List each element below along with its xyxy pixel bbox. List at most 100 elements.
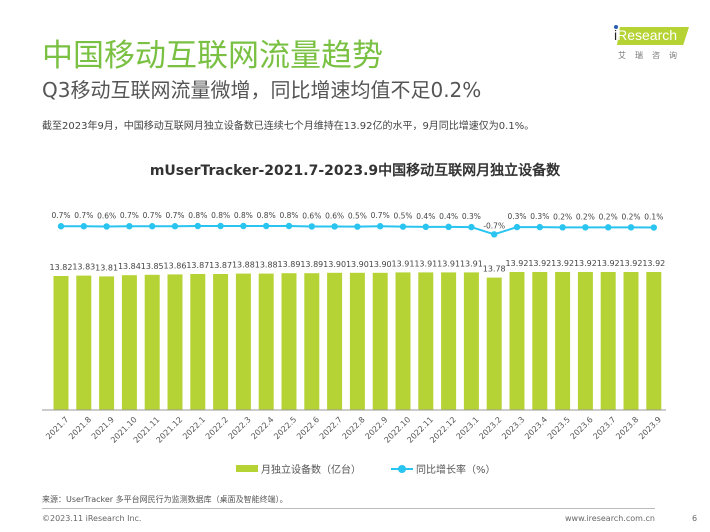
bar-2023.8 [623, 272, 639, 410]
bar-label-2022.11: 13.91 [414, 259, 437, 268]
line-label-2023.7: 0.2% [599, 212, 618, 221]
bar-2022.5 [281, 273, 297, 410]
page-title: 中国移动互联网流量趋势 [42, 38, 383, 74]
bar-label-2021.7: 13.82 [50, 263, 73, 272]
bar-2022.2 [213, 274, 229, 410]
x-tick-2023.6: 2023.6 [569, 415, 595, 441]
bar-label-2023.8: 13.92 [620, 259, 643, 268]
x-tick-2022.5: 2022.5 [272, 415, 298, 441]
line-point-2022.7 [331, 223, 338, 230]
x-tick-2023.2: 2023.2 [477, 415, 503, 441]
bar-2023.3 [509, 272, 525, 410]
line-label-2021.12: 0.7% [165, 211, 184, 220]
x-tick-2023.4: 2023.4 [523, 415, 549, 441]
bar-2022.7 [327, 272, 343, 410]
line-point-2022.11 [422, 223, 429, 231]
line-label-2023.5: 0.2% [553, 212, 572, 221]
line-labels: 0.7% 0.7% 0.6% 0.7% 0.7% 0.7% 0.8% 0.8% 0.8% 0.8%… [51, 211, 663, 230]
line-label-2022.8: 0.5% [348, 212, 367, 221]
bar-2021.8 [76, 275, 92, 410]
bar-2021.9 [99, 276, 115, 410]
bar-label-2022.8: 13.90 [346, 260, 369, 269]
x-tick-2023.5: 2023.5 [546, 415, 572, 441]
bar-label-2023.2: 13.78 [483, 265, 506, 274]
line-point-2021.12 [171, 223, 179, 230]
line-point-2021.8 [80, 223, 88, 230]
legend: 月独立设备数（亿台） 同比增长率（%） [236, 461, 496, 476]
bar-series [53, 272, 662, 410]
bar-label-2022.6: 13.89 [300, 260, 323, 269]
bar-2022.4 [258, 273, 274, 410]
bar-labels: 13.82 13.83 13.81 13.84 13.85 13.86 13.87 13.87… [50, 259, 666, 274]
bar-label-2023.7: 13.92 [597, 259, 620, 268]
bar-2023.4 [532, 272, 548, 410]
logo-dot-icon [614, 25, 618, 29]
bar-2023.2 [486, 277, 502, 410]
line-label-2022.2: 0.8% [211, 211, 230, 220]
bar-2022.12 [441, 272, 457, 410]
logo-research: Research [617, 27, 678, 43]
source-note: 来源：UserTracker 多平台网民行为监测数据库（桌面及智能终端）。 [42, 495, 288, 504]
line-point-2023.3 [513, 223, 521, 231]
bar-label-2022.4: 13.88 [255, 261, 278, 270]
bar-2023.7 [600, 272, 616, 410]
bar-label-2022.3: 13.88 [232, 261, 255, 270]
bar-2021.7 [53, 276, 69, 410]
bar-label-2021.11: 13.85 [141, 262, 164, 271]
line-point-2023.2 [491, 231, 498, 238]
bar-2023.6 [577, 272, 593, 410]
bar-2022.8 [349, 272, 365, 410]
line-label-2023.1: 0.3% [462, 212, 481, 221]
x-tick-2023.8: 2023.8 [614, 415, 640, 441]
line-point-2023.9 [650, 224, 657, 231]
x-tick-2022.4: 2022.4 [249, 415, 275, 441]
line-point-2023.8 [627, 224, 635, 231]
line-label-2022.10: 0.5% [393, 212, 412, 221]
line-label-2023.9: 0.1% [644, 213, 663, 222]
bar-label-2023.9: 13.92 [642, 259, 665, 268]
bar-2023.1 [463, 272, 479, 410]
x-tick-2022.2: 2022.2 [204, 415, 230, 441]
logo-i: i [614, 27, 618, 43]
chart-title: mUserTracker-2021.7-2023.9中国移动互联网月独立设备数 [149, 163, 561, 179]
x-tick-2023.3: 2023.3 [500, 415, 526, 441]
line-label-2023.6: 0.2% [576, 212, 595, 221]
line-point-2021.10 [126, 223, 133, 230]
line-label-2023.2: -0.7% [483, 221, 505, 230]
line-point-2022.2 [217, 222, 224, 230]
website-link[interactable]: www.iresearch.com.cn [565, 514, 655, 523]
line-label-2023.4: 0.3% [530, 212, 549, 221]
bar-label-2022.12: 13.91 [437, 259, 460, 268]
legend-item-line: 同比增长率（%） [391, 461, 496, 476]
line-point-2022.10 [399, 223, 407, 230]
line-point-2022.6 [308, 223, 315, 230]
line-label-2022.9: 0.7% [371, 211, 390, 220]
line-label-2022.11: 0.4% [416, 212, 435, 221]
bar-2022.6 [304, 273, 320, 410]
bar-2022.3 [235, 273, 251, 410]
line-point-2021.9 [103, 223, 110, 230]
bar-2023.5 [555, 272, 571, 410]
bar-label-2023.1: 13.91 [460, 259, 483, 268]
x-tick-2023.7: 2023.7 [591, 415, 617, 441]
bar-label-2023.3: 13.92 [506, 259, 529, 268]
page-description: 截至2023年9月，中国移动互联网月独立设备数已连续七个月维持在13.92亿的水… [42, 121, 535, 132]
bar-label-2022.10: 13.91 [392, 259, 415, 268]
line-point-2023.1 [468, 223, 475, 231]
line-point-2022.5 [285, 222, 293, 230]
bar-label-2021.12: 13.86 [164, 261, 187, 270]
bar-label-2021.10: 13.84 [118, 262, 141, 271]
line-label-2021.8: 0.7% [74, 211, 93, 220]
line-label-2023.3: 0.3% [507, 212, 526, 221]
line-point-2023.5 [559, 224, 566, 231]
bar-2021.12 [167, 274, 183, 410]
logo-band [617, 27, 689, 45]
legend-line-label: 同比增长率（%） [416, 465, 496, 476]
x-tick-labels: 2021.72021.82021.92021.102021.112021.122… [44, 415, 663, 445]
line-point-2023.4 [536, 223, 543, 231]
bar-label-2022.1: 13.87 [186, 261, 209, 270]
line-label-2023.8: 0.2% [621, 212, 640, 221]
bar-2022.1 [190, 274, 206, 410]
x-tick-2022.1: 2022.1 [181, 415, 207, 441]
